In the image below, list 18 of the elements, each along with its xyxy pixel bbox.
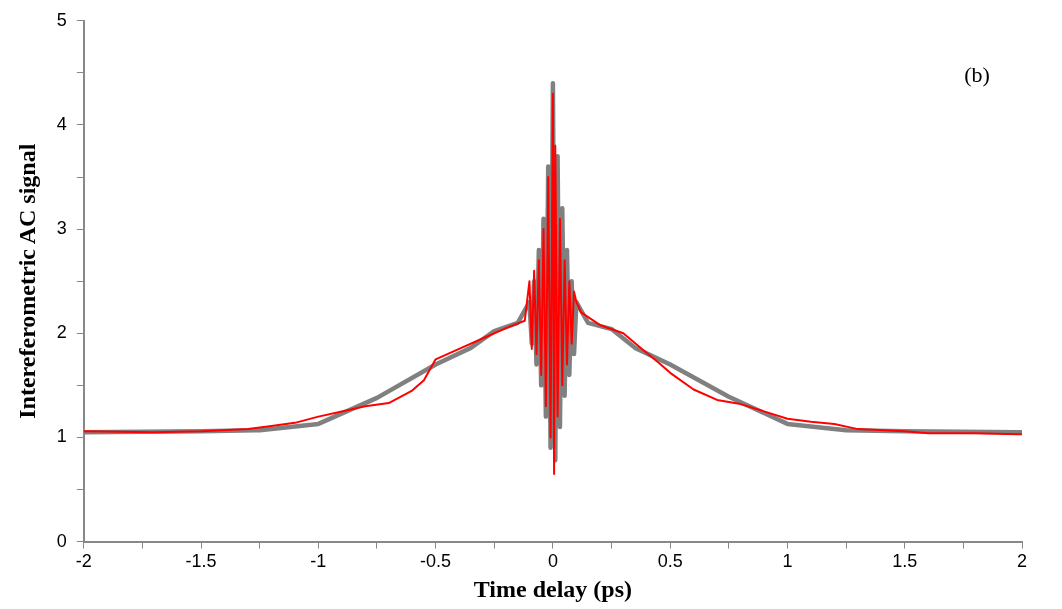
x-tick-label: -2	[75, 551, 92, 572]
x-tick-label: 0	[547, 551, 558, 572]
x-tick-label: 2	[1016, 551, 1028, 572]
x-tick-label: -0.5	[420, 551, 452, 572]
x-tick-label: -1.5	[185, 551, 217, 572]
y-tick-label: 4	[56, 113, 67, 134]
x-axis-title: Time delay (ps)	[473, 575, 633, 602]
x-tick-label: 0.5	[657, 551, 683, 572]
y-axis-title: Intereferometric AC signal	[13, 143, 40, 419]
annotation: (b)	[964, 61, 990, 87]
x-tick-label: -1	[310, 551, 327, 572]
y-tick-label: 3	[56, 218, 67, 239]
x-tick-label: 1	[782, 551, 793, 572]
y-tick-label: 2	[56, 322, 67, 343]
y-tick-label: 0	[56, 530, 67, 551]
y-tick-label: 1	[56, 426, 67, 447]
y-tick-label: 5	[56, 9, 67, 30]
x-tick-label: 1.5	[892, 551, 918, 572]
